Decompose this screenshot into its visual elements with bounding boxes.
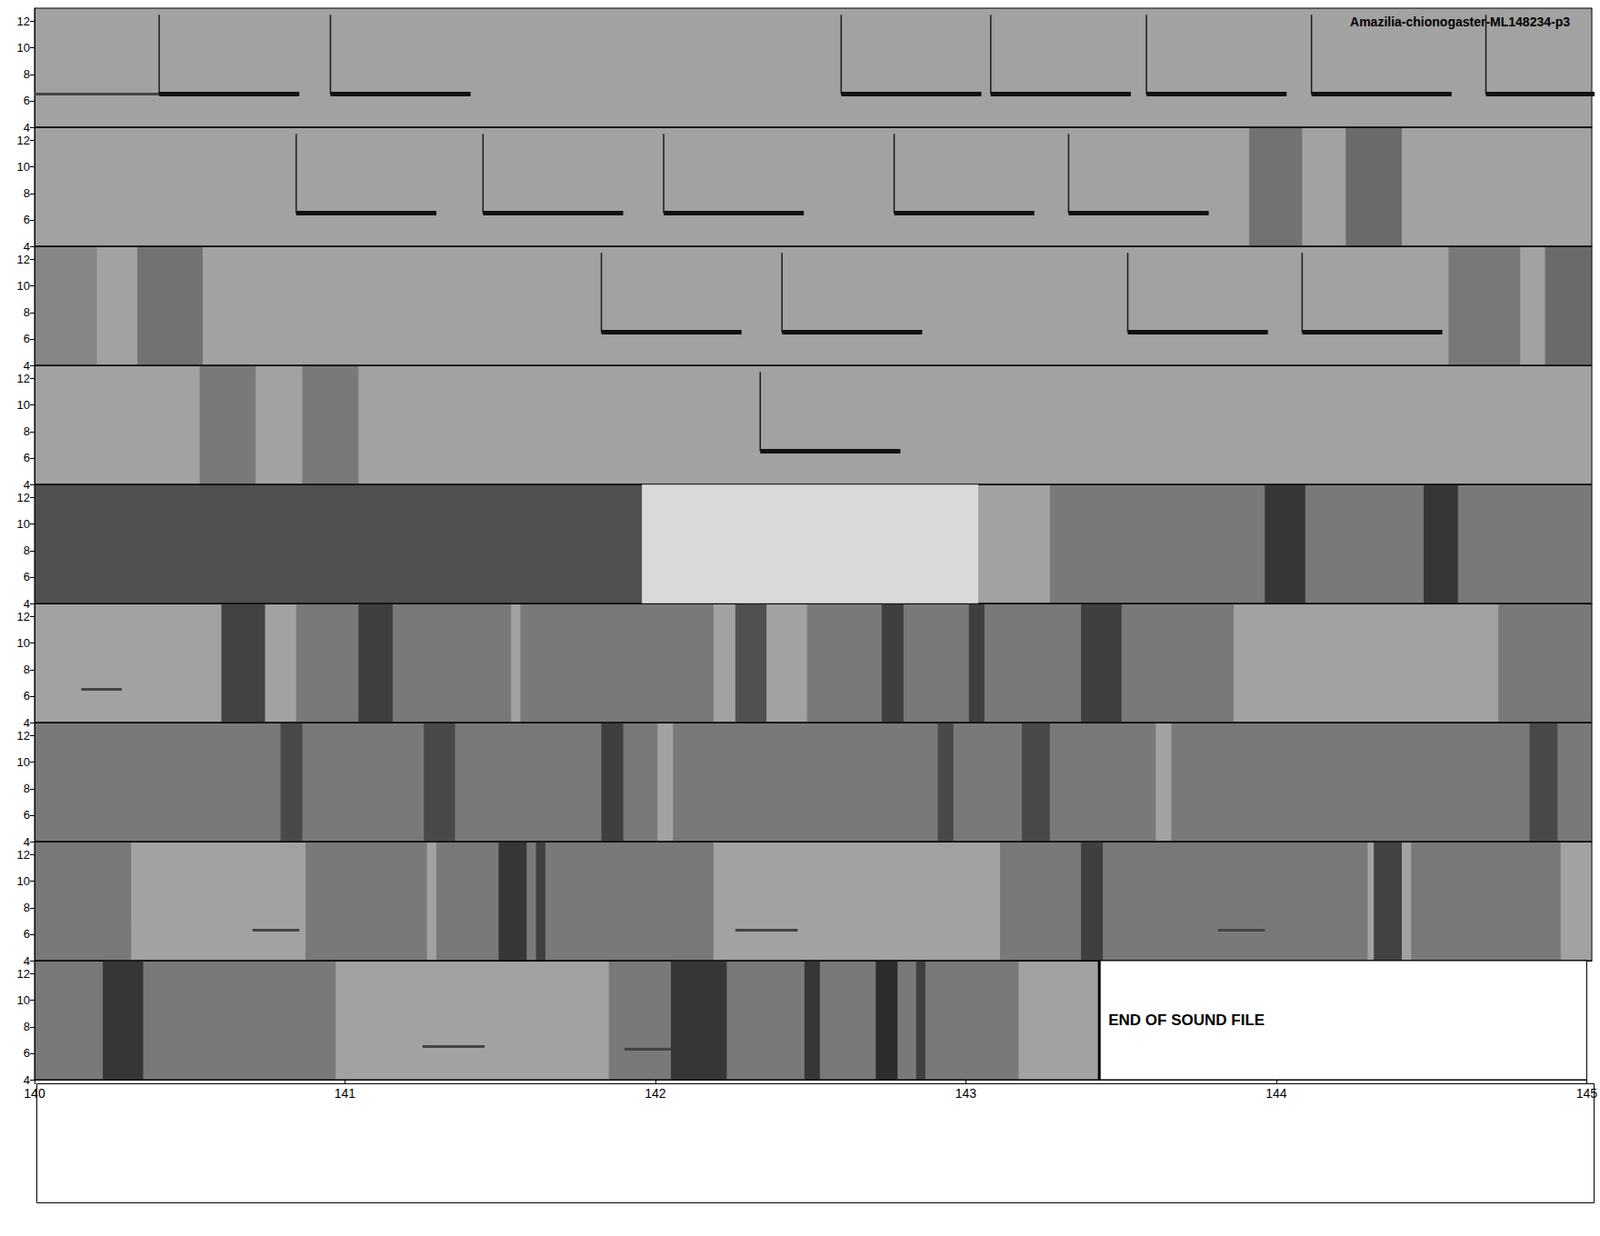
- svg-text:8: 8: [23, 543, 30, 558]
- svg-text:8: 8: [23, 186, 30, 200]
- svg-text:8: 8: [23, 1020, 30, 1034]
- svg-text:8: 8: [23, 781, 30, 796]
- svg-text:12: 12: [17, 14, 30, 29]
- svg-text:141: 141: [334, 1086, 357, 1101]
- svg-text:8: 8: [23, 305, 30, 320]
- svg-text:6: 6: [23, 450, 30, 465]
- svg-text:6: 6: [23, 212, 30, 227]
- svg-text:145: 145: [1576, 1086, 1599, 1101]
- svg-text:8: 8: [23, 900, 30, 915]
- svg-text:6: 6: [23, 927, 30, 941]
- svg-text:4: 4: [23, 1073, 30, 1088]
- svg-text:8: 8: [23, 424, 30, 439]
- svg-text:4: 4: [23, 240, 30, 254]
- svg-text:12: 12: [17, 252, 30, 267]
- svg-text:10: 10: [17, 755, 30, 770]
- svg-text:10: 10: [17, 160, 30, 174]
- svg-text:142: 142: [644, 1086, 667, 1101]
- svg-text:12: 12: [17, 490, 30, 505]
- svg-text:12: 12: [17, 848, 30, 862]
- svg-text:4: 4: [23, 120, 30, 135]
- svg-text:4: 4: [23, 954, 30, 969]
- svg-text:6: 6: [23, 808, 30, 822]
- svg-text:12: 12: [17, 610, 30, 624]
- svg-text:6: 6: [23, 93, 30, 108]
- svg-text:10: 10: [17, 40, 30, 55]
- svg-text:12: 12: [17, 371, 30, 386]
- svg-text:143: 143: [955, 1086, 978, 1101]
- svg-text:6: 6: [23, 570, 30, 584]
- svg-text:140: 140: [23, 1086, 46, 1101]
- svg-text:10: 10: [17, 279, 30, 293]
- svg-text:8: 8: [23, 67, 30, 81]
- svg-text:12: 12: [17, 967, 30, 981]
- svg-text:10: 10: [17, 993, 30, 1008]
- svg-text:4: 4: [23, 835, 30, 850]
- svg-text:6: 6: [23, 331, 30, 346]
- svg-text:4: 4: [23, 478, 30, 492]
- svg-text:6: 6: [23, 1046, 30, 1060]
- svg-text:144: 144: [1265, 1086, 1288, 1101]
- svg-text:10: 10: [17, 398, 30, 412]
- svg-text:4: 4: [23, 359, 30, 373]
- svg-text:4: 4: [23, 597, 30, 611]
- svg-text:4: 4: [23, 716, 30, 730]
- svg-text:10: 10: [17, 517, 30, 531]
- svg-text:Amazilia-chionogaster-ML148234: Amazilia-chionogaster-ML148234-p3: [1350, 14, 1570, 30]
- svg-text:8: 8: [23, 662, 30, 677]
- svg-text:12: 12: [17, 133, 30, 148]
- svg-text:10: 10: [17, 874, 30, 889]
- svg-text:END OF SOUND FILE: END OF SOUND FILE: [1108, 1011, 1265, 1030]
- svg-text:12: 12: [17, 729, 30, 743]
- svg-text:6: 6: [23, 689, 30, 703]
- svg-text:10: 10: [17, 636, 30, 650]
